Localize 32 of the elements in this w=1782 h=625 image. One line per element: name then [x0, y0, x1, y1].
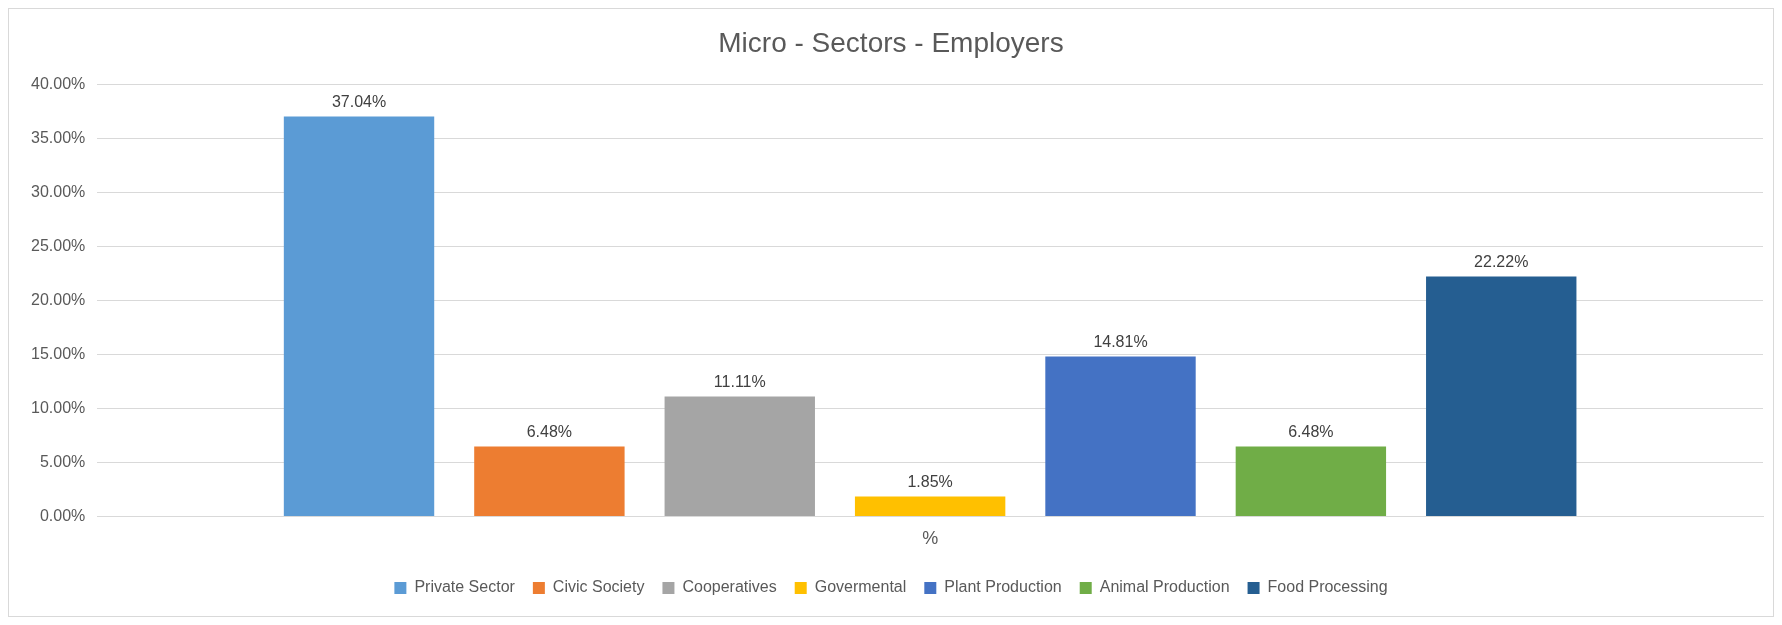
- data-label: 22.22%: [1474, 252, 1529, 270]
- legend-label: Plant Production: [944, 578, 1062, 596]
- legend-label: Private Sector: [414, 578, 516, 596]
- bar: [1045, 356, 1196, 516]
- bar: [1426, 276, 1577, 516]
- legend-label: Animal Production: [1099, 578, 1230, 596]
- y-tick-label: 25.00%: [31, 236, 86, 254]
- chart-title: Micro - Sectors - Employers: [718, 26, 1064, 58]
- y-tick-label: 10.00%: [31, 398, 86, 416]
- data-label: 37.04%: [331, 92, 387, 110]
- data-label: 14.81%: [1093, 332, 1148, 350]
- data-label: 6.48%: [1288, 422, 1334, 440]
- x-tick-label: %: [922, 528, 939, 549]
- y-tick-label: 40.00%: [31, 75, 86, 93]
- legend-label: Food Processing: [1267, 578, 1388, 596]
- bar: [474, 446, 625, 516]
- y-tick-label: 20.00%: [31, 290, 86, 308]
- bar: [1235, 446, 1387, 516]
- data-label: 11.11%: [713, 372, 766, 390]
- bar: [664, 396, 815, 516]
- bar: [854, 496, 1006, 516]
- data-label: 6.48%: [526, 422, 573, 440]
- legend-label: Govermental: [814, 578, 907, 596]
- legend-label: Civic Society: [552, 578, 645, 596]
- y-tick-label: 15.00%: [31, 344, 86, 362]
- y-tick-label: 30.00%: [31, 182, 86, 200]
- y-tick-label: 0.00%: [39, 506, 86, 524]
- data-label: 1.85%: [907, 472, 953, 490]
- bar: [283, 116, 435, 516]
- y-tick-label: 35.00%: [31, 128, 86, 146]
- y-tick-label: 5.00%: [39, 452, 86, 470]
- legend-label: Cooperatives: [682, 578, 777, 596]
